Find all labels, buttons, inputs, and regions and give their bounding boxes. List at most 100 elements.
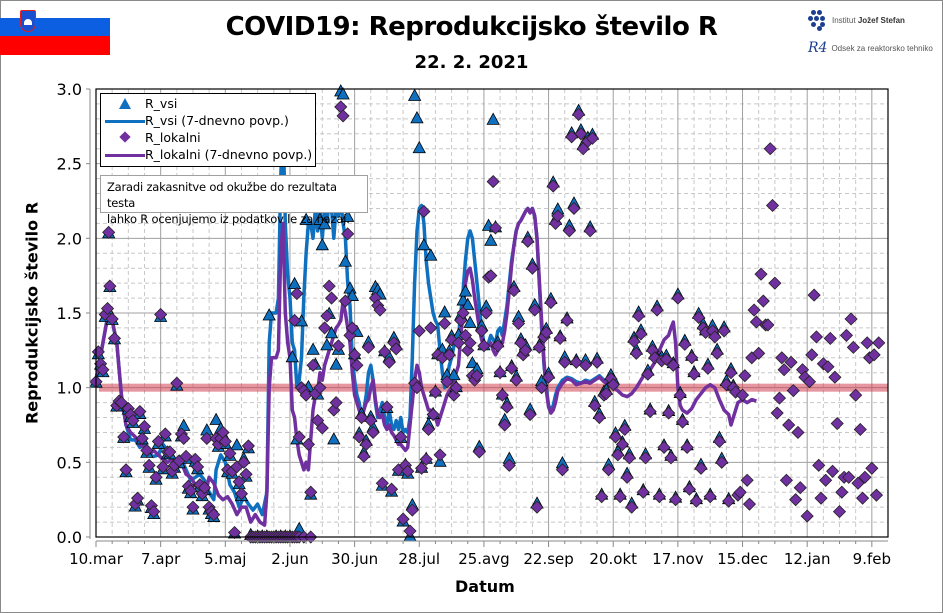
r-vsi-point <box>262 308 276 321</box>
r-lokalni-point <box>304 485 318 499</box>
r-lokalni-point <box>606 378 620 392</box>
r-lokalni-point <box>495 388 509 402</box>
r-lokalni-point <box>625 500 639 514</box>
r-vsi-point <box>341 209 355 222</box>
r-vsi-point <box>424 248 438 261</box>
r-lokalni-point <box>675 415 690 429</box>
r-lokalni-point <box>664 451 678 465</box>
r-lokalni-point <box>525 261 539 275</box>
r-vsi-point <box>412 140 426 154</box>
r-vsi-point <box>484 233 498 246</box>
slovenia-flag-icon <box>0 10 110 55</box>
r-vsi-point <box>336 87 350 100</box>
r-lokalni-point <box>821 360 835 374</box>
r-lokalni-point <box>359 437 373 451</box>
r-vsi-point <box>285 349 299 363</box>
r-vsi-point <box>324 326 339 339</box>
r-lokalni-point <box>364 413 378 428</box>
r-lokalni-point <box>380 400 394 414</box>
r-vsi-point <box>410 111 424 124</box>
r-lokalni-point <box>872 336 886 350</box>
r-lokalni-point <box>754 267 768 281</box>
r-lokalni-point <box>440 375 454 389</box>
r-lokalni-point <box>856 491 870 505</box>
r-lokalni-point <box>652 490 666 504</box>
r-lokalni-point <box>107 331 122 345</box>
r-vsi-point <box>486 112 500 125</box>
r-lokalni-point <box>290 287 304 301</box>
r-lokalni-point <box>197 481 212 495</box>
r-lokalni-point <box>680 440 694 454</box>
r-lokalni-point <box>687 367 701 381</box>
r-lokalni-point <box>632 309 646 323</box>
r-lokalni-point <box>578 358 593 372</box>
r-vsi-point <box>320 338 334 351</box>
r-lokalni-point <box>735 388 750 402</box>
r-lokalni-point <box>184 484 198 498</box>
r-vsi-point <box>458 284 473 297</box>
r-lokalni-point <box>477 339 491 353</box>
r-lokalni-point <box>546 179 560 193</box>
r-lokalni-point <box>382 355 396 369</box>
r-lokalni-point <box>320 309 334 323</box>
r-lokalni-point <box>140 443 154 457</box>
r-lokalni-point <box>779 473 793 487</box>
r-lokalni-point <box>567 201 581 216</box>
r-lokalni-point <box>761 318 775 332</box>
r-lokalni-point <box>777 363 791 377</box>
r-lokalni-point <box>163 445 177 459</box>
x-tick-label: 10.mar <box>69 550 124 568</box>
r-vsi-point <box>345 288 359 301</box>
r-lokalni-point <box>135 431 149 446</box>
r-lokalni-point <box>378 345 392 359</box>
r-lokalni-point <box>830 416 844 431</box>
r-lokalni-point <box>396 512 410 526</box>
r-lokalni-point <box>724 366 738 380</box>
r-lokalni-point <box>844 312 858 326</box>
r4-mark-icon: R4 <box>808 40 828 56</box>
r-lokalni-point <box>717 324 731 338</box>
r-lokalni-point <box>170 376 184 390</box>
r-lokalni-point <box>689 494 703 508</box>
r-lokalni-point <box>237 455 251 469</box>
r-vsi-point <box>447 367 461 381</box>
r-lokalni-point <box>666 358 680 372</box>
r-lokalni-point <box>585 131 600 145</box>
r-lokalni-point <box>334 100 348 114</box>
r-lokalni-point <box>786 384 800 398</box>
r-lokalni-point <box>814 491 828 505</box>
x-tick-label: 15.dec <box>717 550 768 568</box>
r-lokalni-point <box>849 388 863 402</box>
r-lokalni-point <box>807 288 821 302</box>
r-lokalni-point <box>733 485 747 499</box>
legend-item-r-vsi-avg: R_vsi (7-dnevno povp.) <box>105 112 289 129</box>
x-tick-label: 25.avg <box>458 550 509 568</box>
y-tick-label: 1.5 <box>57 304 82 323</box>
r-lokalni-point <box>712 434 727 448</box>
r-lokalni-point <box>842 470 856 484</box>
r-lokalni-point <box>521 234 535 248</box>
r-lokalni-point <box>592 410 606 425</box>
r-lokalni-point <box>403 524 417 538</box>
r-lokalni-point <box>551 209 565 223</box>
x-tick-label: 9.feb <box>853 550 891 568</box>
r-lokalni-point <box>809 330 823 344</box>
r-lokalni-point <box>530 500 544 514</box>
r-lokalni-point <box>200 431 214 446</box>
r-lokalni-point <box>488 221 503 235</box>
r-lokalni-point <box>426 407 440 422</box>
r-lokalni-point <box>142 458 156 472</box>
r-lokalni-point <box>502 458 516 472</box>
r-lokalni-point <box>650 303 664 317</box>
r-lokalni-point <box>858 470 872 484</box>
r-lokalni-point <box>288 313 302 328</box>
r-vsi-point <box>306 342 320 355</box>
r-lokalni-point <box>484 269 498 283</box>
r-lokalni-point <box>177 431 191 446</box>
r-lokalni-point <box>828 370 842 384</box>
r-lokalni-point <box>738 369 752 383</box>
triangle-marker-icon <box>119 97 131 109</box>
blue-line-icon <box>105 119 145 123</box>
r-lokalni-point <box>498 418 512 432</box>
r-lokalni-point <box>752 346 766 360</box>
